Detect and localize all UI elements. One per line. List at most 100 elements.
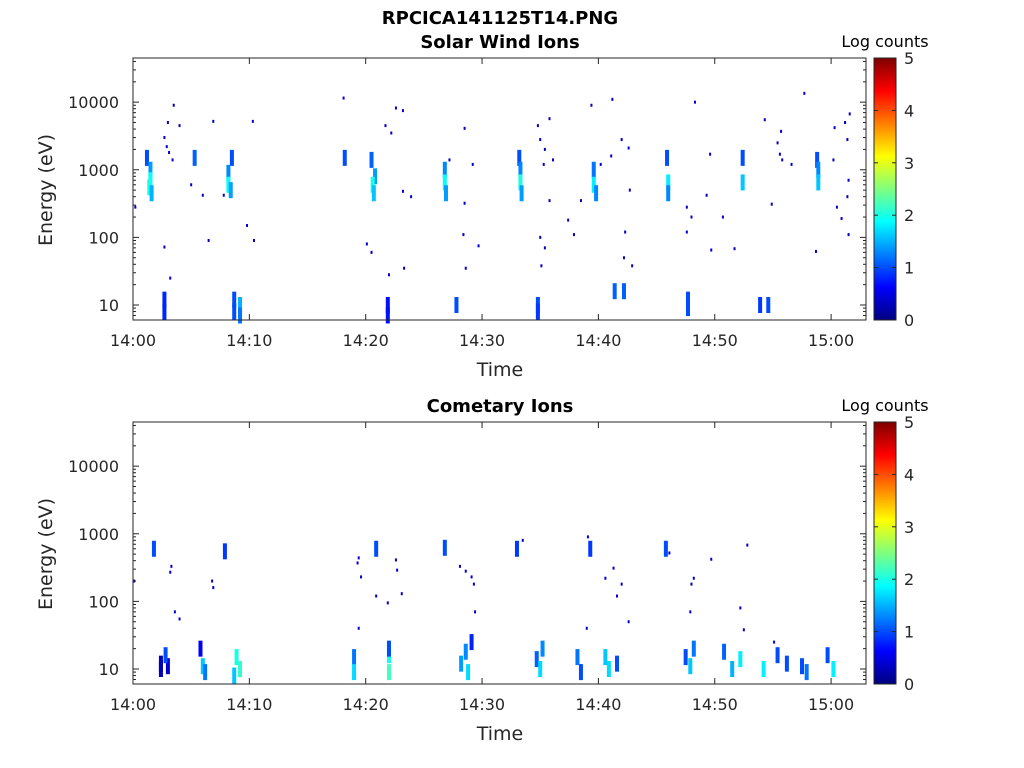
heatmap-dot xyxy=(628,188,631,192)
heatmap-dot xyxy=(170,564,173,568)
heatmap-cell xyxy=(374,540,379,557)
heatmap-cell xyxy=(459,655,464,672)
heatmap-cell xyxy=(226,176,231,193)
heatmap-cell xyxy=(229,149,234,166)
heatmap-dot xyxy=(610,154,613,158)
heatmap-cell xyxy=(371,185,376,202)
heatmap-cell xyxy=(234,649,239,666)
colorbar-tick-label: 5 xyxy=(904,49,914,68)
heatmap-dot xyxy=(360,575,363,579)
heatmap-cell xyxy=(517,149,522,166)
heatmap-cell xyxy=(386,640,391,657)
heatmap-cell xyxy=(238,661,243,678)
heatmap-dot xyxy=(685,230,688,234)
colorbar-tick-label: 4 xyxy=(904,465,914,484)
heatmap-cell xyxy=(615,655,620,672)
x-axis-label: Time xyxy=(476,359,524,381)
heatmap-cell xyxy=(588,540,593,557)
heatmap-dot xyxy=(387,273,390,277)
y-tick-label: 100 xyxy=(88,228,119,247)
heatmap-dot xyxy=(163,245,166,249)
colorbar-gradient xyxy=(873,421,897,685)
heatmap-dot xyxy=(763,118,766,122)
heatmap-cell xyxy=(621,283,626,300)
y-axis-label: Energy (eV) xyxy=(35,498,57,610)
heatmap-cell xyxy=(162,291,167,308)
heatmap-dot xyxy=(846,195,849,199)
heatmap-dot xyxy=(169,276,172,280)
x-tick-label: 14:10 xyxy=(226,331,272,350)
heatmap-cell xyxy=(385,307,390,324)
heatmap-cell xyxy=(238,307,243,324)
colorbar: 0 1 2 3 4 5 xyxy=(873,413,914,694)
heatmap-dot xyxy=(463,201,466,205)
heatmap-dot xyxy=(166,121,169,125)
heatmap-cells xyxy=(134,91,851,324)
heatmap-cell xyxy=(825,647,830,664)
heatmap-cell xyxy=(442,161,447,178)
heatmap-cell xyxy=(369,151,374,168)
heatmap-cell xyxy=(666,185,671,202)
heatmap-dot xyxy=(611,97,614,101)
heatmap-dot xyxy=(463,126,466,130)
heatmap-cell xyxy=(238,297,243,314)
heatmap-cell xyxy=(226,164,231,181)
plot-frame xyxy=(132,421,867,685)
heatmap-dot xyxy=(567,218,570,222)
heatmap-dot xyxy=(590,103,593,107)
heatmap-dot xyxy=(207,238,210,242)
heatmap-dot xyxy=(171,158,174,162)
plot-frame xyxy=(132,57,867,321)
x-tick-label: 14:50 xyxy=(692,331,738,350)
heatmap-dot xyxy=(539,138,542,142)
y-tick-label: 100 xyxy=(88,592,119,611)
heatmap-cell xyxy=(578,664,583,681)
heatmap-cell xyxy=(535,303,540,320)
heatmap-cell xyxy=(538,661,543,678)
heatmap-cell xyxy=(534,651,539,668)
heatmap-cell xyxy=(518,174,523,191)
colorbar-label: Log counts xyxy=(841,396,928,415)
heatmap-cell xyxy=(688,658,693,675)
heatmap-cell xyxy=(540,640,545,657)
colorbar-tick-label: 3 xyxy=(904,518,914,537)
y-axis: 10 100 1000 10000 xyxy=(68,60,866,321)
colorbar-tick-label: 4 xyxy=(904,101,914,120)
heatmap-dot xyxy=(201,193,204,197)
heatmap-cell xyxy=(831,661,836,678)
heatmap-dot xyxy=(370,250,373,254)
heatmap-cell xyxy=(758,297,763,314)
heatmap-cell xyxy=(804,664,809,681)
x-axis: 14:00 14:10 14:20 14:30 14:40 14:50 15:00 xyxy=(110,422,854,714)
heatmap-dot xyxy=(477,244,480,248)
colorbar-label: Log counts xyxy=(841,32,928,51)
y-axis: 10 100 1000 10000 xyxy=(68,424,866,685)
heatmap-cell xyxy=(514,540,519,557)
heatmap-dot xyxy=(543,246,546,250)
heatmap-cell xyxy=(663,540,668,557)
heatmap-dot xyxy=(384,124,387,128)
heatmap-dot xyxy=(222,193,225,197)
heatmap-dot xyxy=(693,100,696,104)
heatmap-dot xyxy=(770,202,773,206)
heatmap-dot xyxy=(251,119,254,123)
heatmap-dot xyxy=(400,592,403,596)
heatmap-dot xyxy=(357,626,360,630)
heatmap-dot xyxy=(394,106,397,110)
heatmap-dot xyxy=(163,136,166,140)
heatmap-cell xyxy=(685,300,690,317)
heatmap-dot xyxy=(472,582,475,586)
heatmap-cell xyxy=(144,149,149,166)
heatmap-cell xyxy=(165,658,170,675)
heatmap-cell xyxy=(442,174,447,191)
heatmap-dot xyxy=(521,538,524,542)
colorbar-tick-label: 1 xyxy=(904,259,914,278)
heatmap-cell xyxy=(612,283,617,300)
panel-title: Cometary Ions xyxy=(427,396,574,417)
heatmap-dot xyxy=(394,558,397,562)
heatmap-dot xyxy=(604,576,607,580)
heatmap-cell xyxy=(591,176,596,193)
heatmap-dot xyxy=(540,264,543,268)
x-tick-label: 14:40 xyxy=(575,695,621,714)
heatmap-dot xyxy=(357,556,360,560)
